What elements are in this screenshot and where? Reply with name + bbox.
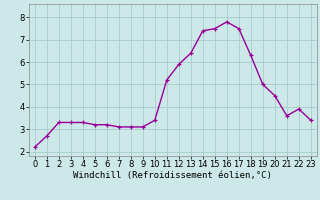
X-axis label: Windchill (Refroidissement éolien,°C): Windchill (Refroidissement éolien,°C) — [73, 171, 272, 180]
